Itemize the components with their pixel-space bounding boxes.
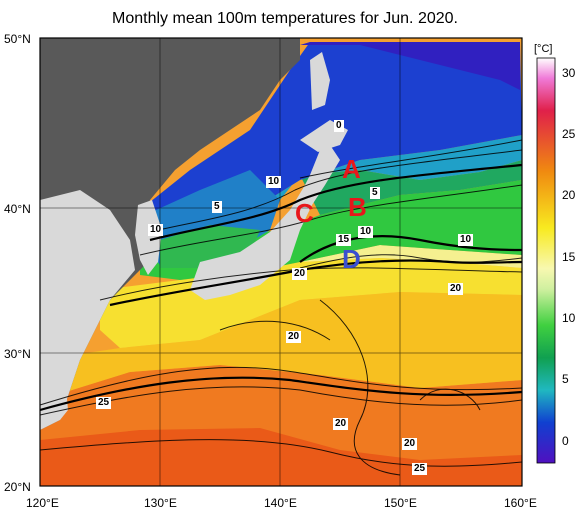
colorbar-tick-25: 25 [562,127,576,141]
colorbar-tick-20: 20 [562,188,576,202]
colorbar-tick-15: 15 [562,250,576,264]
map-title: Monthly mean 100m temperatures for Jun. … [112,10,458,27]
contour-label: 10 [266,176,282,188]
map-frame [39,37,523,487]
colorbar-tick-0: 0 [562,434,569,448]
contour-label: 25 [96,397,112,409]
colorbar [536,57,556,464]
lat-label-50: 50°N [4,32,31,46]
contour-label: 20 [292,268,308,280]
contour-label: 20 [402,438,418,450]
lon-label-150: 150°E [384,496,417,510]
point-a-label: A [342,154,361,184]
colorbar-tick-30: 30 [562,66,576,80]
lon-label-160: 160°E [504,496,537,510]
lon-label-120: 120°E [26,496,59,510]
colorbar-tick-10: 10 [562,311,576,325]
contour-label: 5 [212,201,222,213]
map-field [39,38,523,486]
point-b-label: B [348,192,367,222]
lat-label-30: 30°N [4,347,31,361]
contour-label: 25 [412,463,428,475]
lat-label-40: 40°N [4,202,31,216]
colorbar-tick-5: 5 [562,372,569,386]
contour-label: 20 [333,418,349,430]
contour-label: 15 [336,234,352,246]
graticule [40,38,522,486]
lat-label-20: 20°N [4,480,31,494]
contour-label: 20 [448,283,464,295]
contour-label: 0 [334,120,344,132]
point-c-label: C [295,198,314,228]
colorbar-unit: [°C] [534,43,553,55]
contour-label: 10 [148,224,164,236]
contour-label: 20 [286,331,302,343]
lon-label-130: 130°E [144,496,177,510]
contour-label: 10 [358,226,374,238]
contour-label: 10 [458,234,474,246]
lon-label-140: 140°E [264,496,297,510]
point-d-label: D [342,244,361,274]
contour-label: 5 [370,187,380,199]
